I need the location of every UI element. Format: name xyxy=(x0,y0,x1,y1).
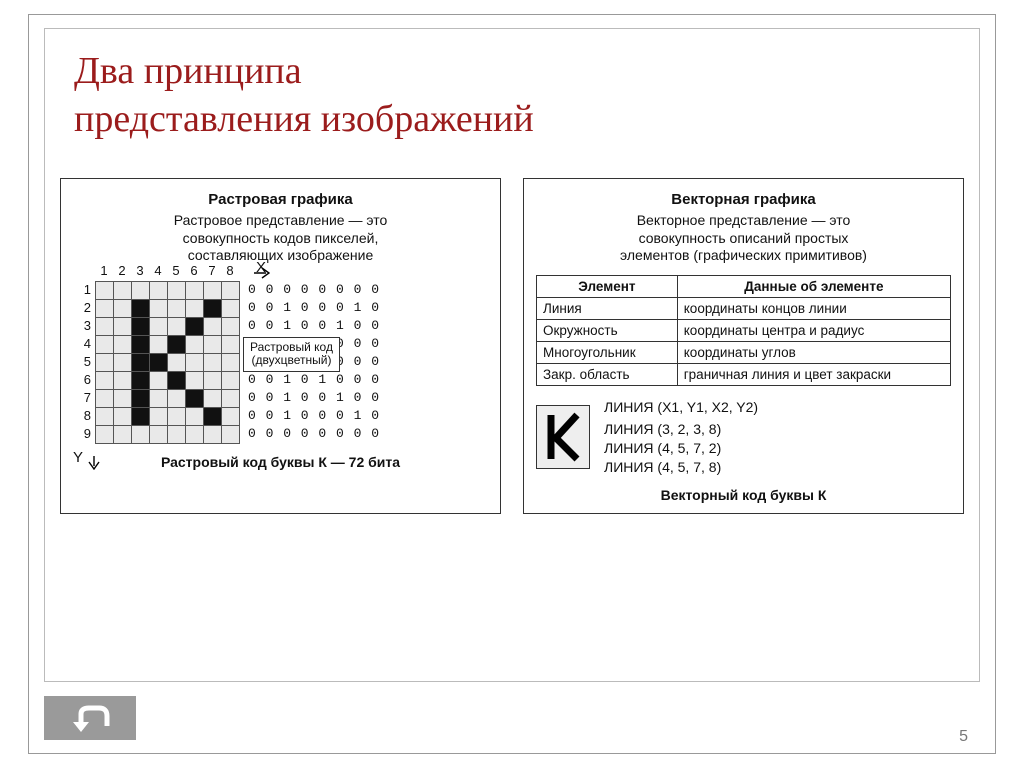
column-labels: 12345678 xyxy=(95,263,239,278)
vector-desc: Векторное представление — это совокупнос… xyxy=(536,212,951,265)
vector-title: Векторная графика xyxy=(536,191,951,208)
vector-lines: ЛИНИЯ (X1, Y1, X2, Y2) ЛИНИЯ (3, 2, 3, 8… xyxy=(604,398,758,478)
vector-table: Элемент Данные об элементе Линиякоордина… xyxy=(536,275,951,386)
raster-desc: Растровое представление — это совокупнос… xyxy=(73,212,488,265)
th-data: Данные об элементе xyxy=(677,275,950,297)
vector-body: ЛИНИЯ (X1, Y1, X2, Y2) ЛИНИЯ (3, 2, 3, 8… xyxy=(536,398,951,478)
page-number: 5 xyxy=(959,728,968,746)
vector-panel: Векторная графика Векторное представлени… xyxy=(523,178,964,514)
raster-title: Растровая графика xyxy=(73,191,488,208)
th-element: Элемент xyxy=(537,275,678,297)
letter-k-icon xyxy=(543,411,583,463)
vector-k-box xyxy=(536,405,590,469)
raster-panel: Растровая графика Растровое представлени… xyxy=(60,178,501,514)
y-axis-arrow-icon xyxy=(88,456,100,470)
vector-line-template: ЛИНИЯ (X1, Y1, X2, Y2) xyxy=(604,398,758,417)
y-axis-label: Y xyxy=(73,449,83,466)
title-line-2: представления изображений xyxy=(74,96,534,144)
raster-body: X 12345678 123456789 Y Растровый код (дв… xyxy=(73,275,488,444)
row-labels: 123456789 xyxy=(77,281,91,443)
uturn-arrow-icon xyxy=(69,704,111,732)
pixel-grid-wrap: X 12345678 123456789 Y xyxy=(73,275,240,444)
title-line-1: Два принципа xyxy=(74,48,534,96)
back-button[interactable] xyxy=(44,696,136,740)
vector-line-list: ЛИНИЯ (3, 2, 3, 8)ЛИНИЯ (4, 5, 7, 2)ЛИНИ… xyxy=(604,420,758,477)
raster-callout: Растровый код (двухцветный) xyxy=(243,337,340,373)
pixel-grid xyxy=(95,281,240,444)
vector-footer: Векторный код буквы К xyxy=(536,487,951,503)
slide-title: Два принципа представления изображений xyxy=(74,48,534,143)
x-axis-arrow-icon xyxy=(254,267,270,279)
panels-row: Растровая графика Растровое представлени… xyxy=(60,178,964,514)
raster-footer: Растровый код буквы К — 72 бита xyxy=(73,454,488,470)
